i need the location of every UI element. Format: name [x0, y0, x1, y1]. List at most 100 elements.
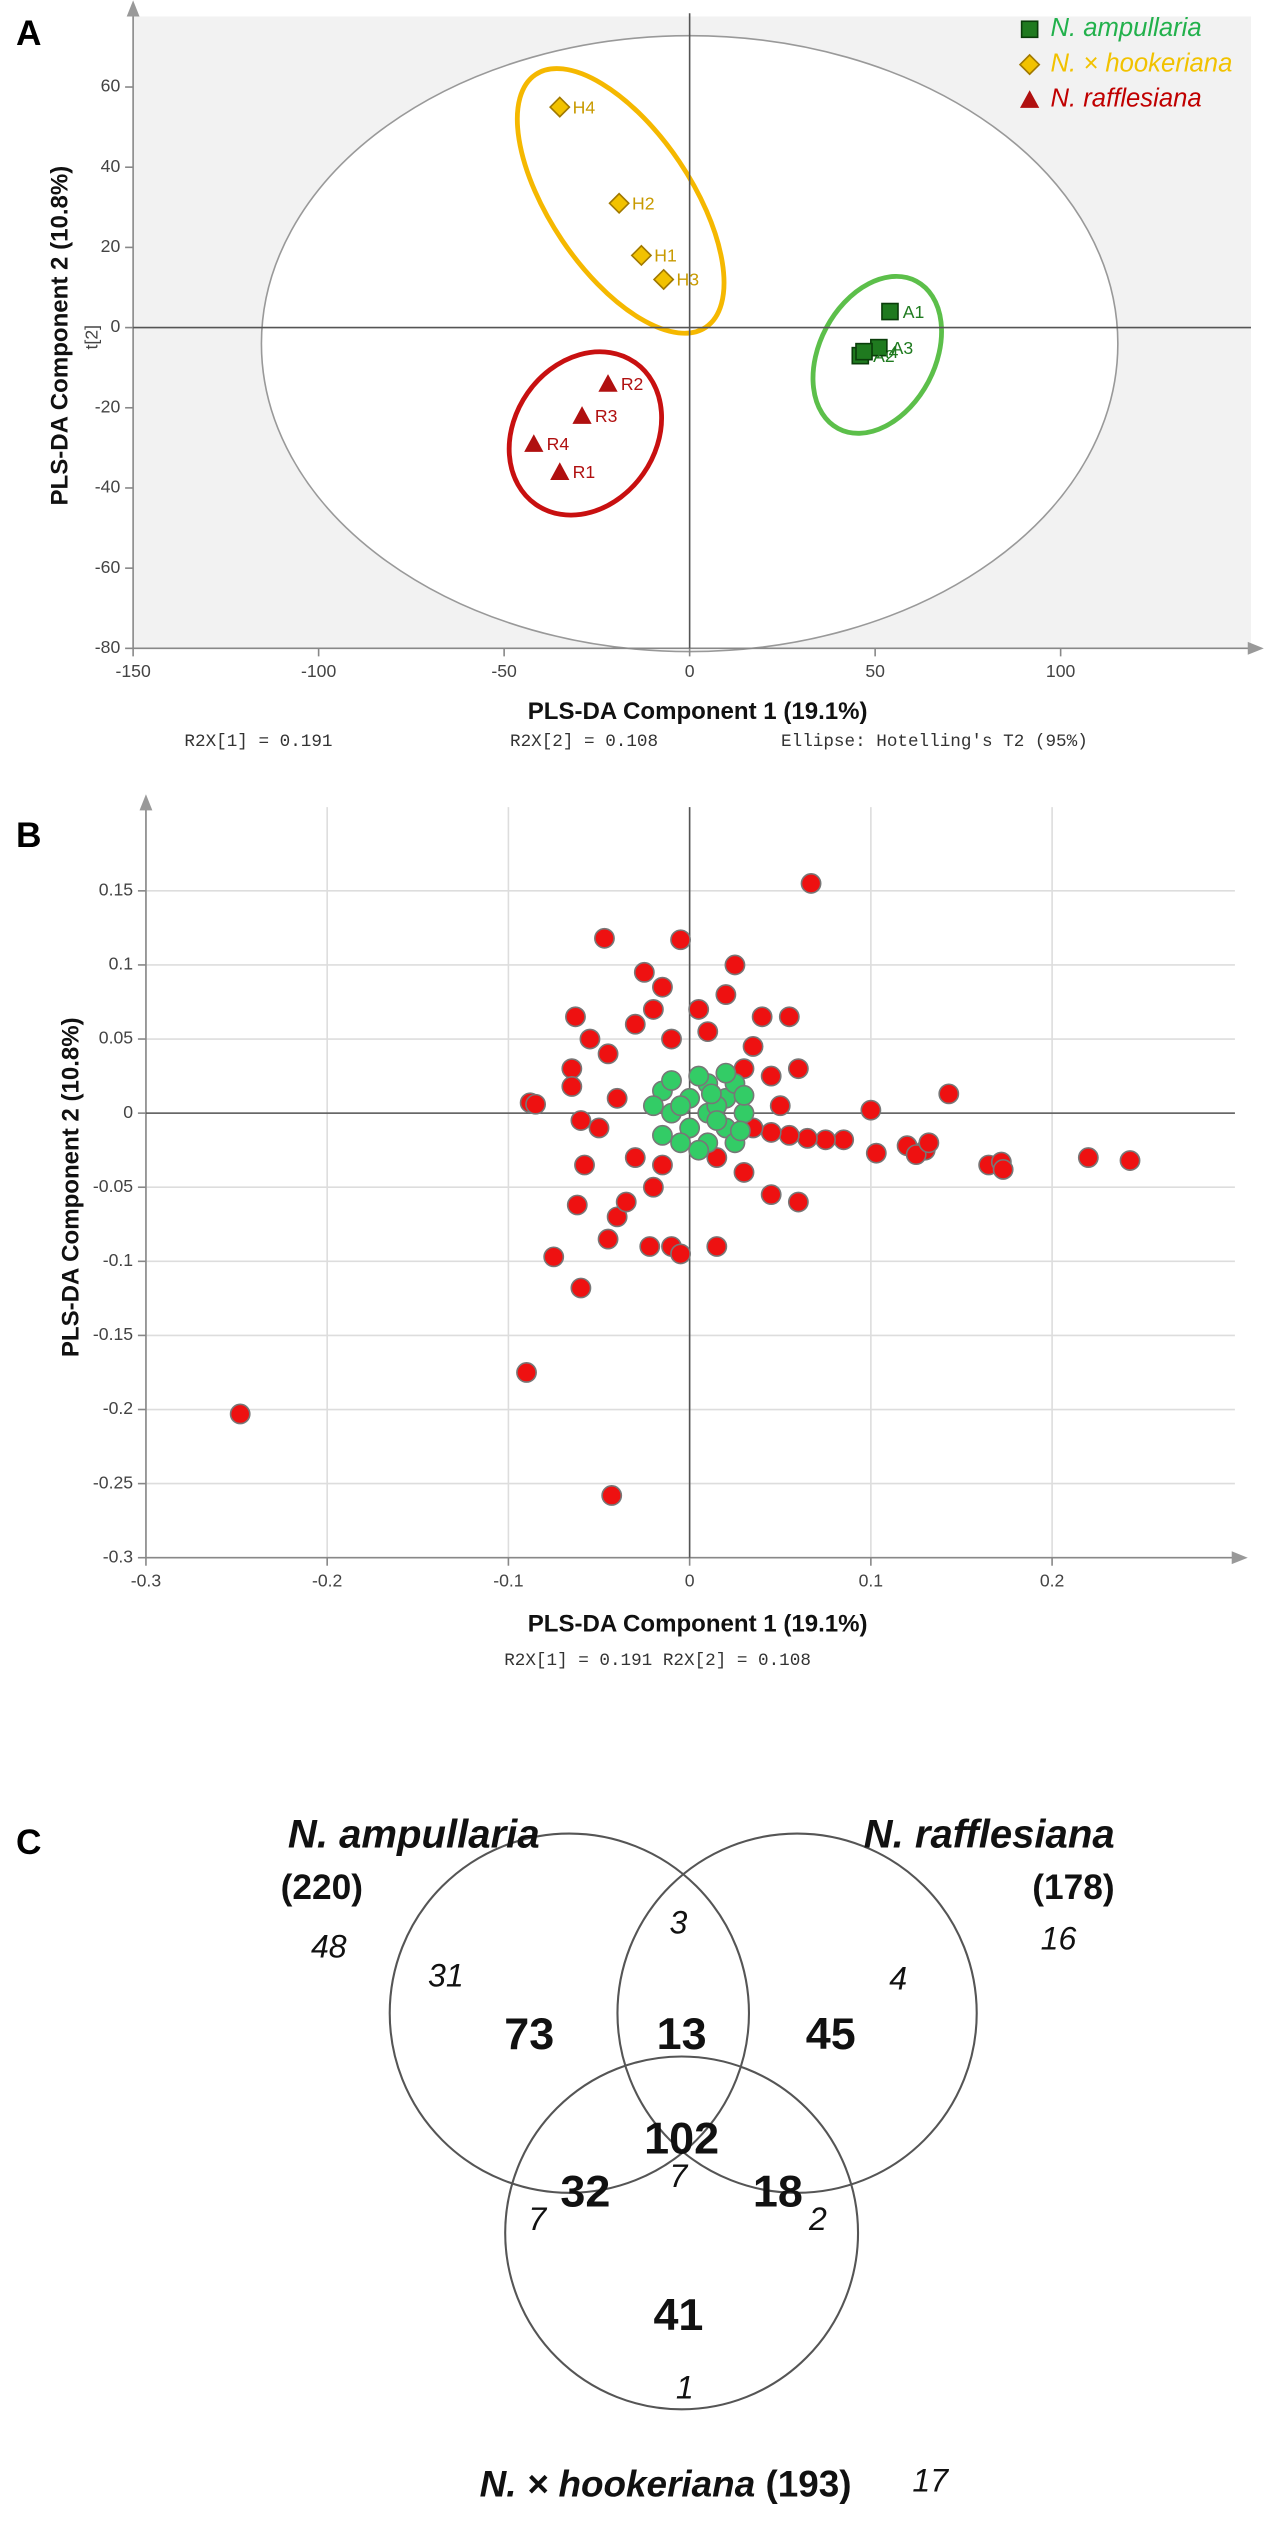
set-name: N. × hookeriana — [480, 2463, 756, 2504]
y-tick-label: -0.25 — [93, 1472, 133, 1492]
region-subcount: 7 — [669, 2158, 688, 2194]
point — [594, 927, 615, 949]
point — [574, 1154, 595, 1176]
point — [516, 1362, 537, 1383]
point — [652, 1124, 673, 1146]
point — [624, 1147, 646, 1169]
point — [715, 984, 737, 1006]
set-name: N. ampullaria — [288, 1812, 540, 1856]
point — [688, 1139, 710, 1161]
point — [550, 462, 570, 480]
point — [642, 1095, 664, 1117]
point — [760, 1121, 782, 1143]
y-tick-label: -60 — [95, 557, 121, 577]
set-count: (220) — [281, 1868, 363, 1907]
point-label: A1 — [903, 302, 925, 322]
point — [525, 1093, 547, 1115]
point — [815, 1129, 836, 1151]
region-subcount: 31 — [428, 1957, 464, 1993]
point — [733, 1161, 755, 1183]
region-count: 13 — [657, 2008, 707, 2059]
region-subcount: 7 — [528, 2201, 547, 2237]
point — [800, 873, 822, 894]
point — [670, 1243, 691, 1265]
y-tick-label: -20 — [95, 396, 121, 416]
x-axis-label: PLS-DA Component 1 (19.1%) — [528, 698, 868, 725]
y-tick-label: 60 — [101, 76, 121, 96]
x-tick-label: 0 — [685, 1570, 695, 1590]
region-count: 102 — [644, 2112, 719, 2163]
x-tick-label: -0.3 — [131, 1570, 162, 1590]
point — [572, 406, 592, 424]
point — [661, 1028, 682, 1050]
x-axis-arrow — [1247, 641, 1264, 655]
point-label: R3 — [595, 406, 618, 426]
point — [760, 1065, 782, 1087]
y-axis-arrow — [139, 794, 153, 811]
point — [778, 1006, 800, 1028]
point — [700, 1083, 722, 1105]
outside-count: 16 — [1041, 1920, 1077, 1956]
point — [688, 1065, 710, 1087]
point — [570, 1277, 592, 1299]
point — [733, 1102, 755, 1124]
outside-count: 48 — [311, 1928, 347, 1964]
point — [652, 976, 673, 998]
y-axis-sublabel: t[2] — [82, 325, 102, 350]
point — [549, 96, 571, 118]
point — [787, 1191, 809, 1213]
y-tick-label: -0.3 — [103, 1546, 134, 1566]
point — [742, 1036, 764, 1057]
point — [588, 1117, 610, 1139]
y-tick-label: -0.15 — [93, 1324, 133, 1344]
point — [565, 1006, 586, 1028]
x-axis-arrow — [1231, 1551, 1248, 1565]
point — [597, 1228, 619, 1250]
point — [524, 434, 544, 452]
point — [633, 961, 655, 983]
point — [865, 1142, 887, 1164]
point — [706, 1110, 728, 1131]
point-label: A4 — [877, 342, 899, 362]
point — [229, 1403, 251, 1425]
set-count: (193) — [765, 2463, 851, 2504]
point — [992, 1159, 1014, 1180]
x-tick-label: 0.2 — [1040, 1570, 1065, 1590]
region-count: 73 — [504, 2008, 554, 2059]
point — [670, 929, 691, 951]
point — [608, 192, 630, 215]
y-axis-label: PLS-DA Component 2 (10.8%) — [58, 1017, 85, 1357]
point — [561, 1058, 583, 1080]
point — [769, 1095, 791, 1117]
y-tick-label: -0.2 — [103, 1398, 133, 1418]
footer-note: R2X[1] = 0.191 — [184, 732, 332, 752]
point — [652, 268, 675, 291]
point — [1077, 1147, 1099, 1169]
point — [543, 1246, 565, 1268]
venn-circle — [504, 2055, 860, 2411]
point — [733, 1084, 755, 1106]
point — [670, 1132, 691, 1154]
venn-circle — [616, 1832, 978, 2194]
point-label: H2 — [632, 194, 655, 214]
point — [1020, 90, 1040, 108]
x-tick-label: -100 — [301, 661, 336, 681]
set-name: N. rafflesiana — [864, 1812, 1115, 1856]
point — [787, 1058, 809, 1080]
region-count: 41 — [653, 2289, 703, 2340]
group-ellipse — [506, 349, 665, 518]
point-label: H3 — [676, 270, 699, 290]
point — [778, 1124, 800, 1146]
point — [652, 1154, 673, 1176]
point — [797, 1127, 818, 1149]
point-label: R1 — [573, 462, 596, 482]
point — [918, 1132, 940, 1154]
point — [661, 1070, 682, 1091]
set-label: N. × hookeriana (193) — [480, 2463, 852, 2504]
point — [905, 1144, 927, 1166]
legend-entry: N. rafflesiana — [1050, 85, 1201, 113]
y-tick-label: 20 — [101, 236, 121, 256]
region-subcount: 1 — [676, 2370, 694, 2406]
